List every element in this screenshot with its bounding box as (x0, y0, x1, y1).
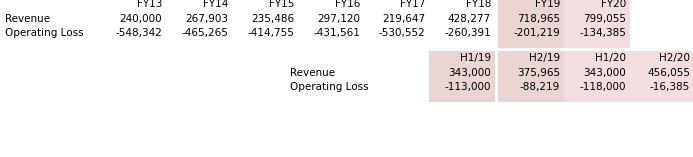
Bar (429, 51, 495, 102)
Bar (564, 0, 630, 48)
Text: H1/20: H1/20 (595, 53, 626, 63)
Text: -414,755: -414,755 (247, 28, 294, 38)
Text: -548,342: -548,342 (115, 28, 162, 38)
Text: Operating Loss: Operating Loss (5, 28, 84, 38)
Text: 297,120: 297,120 (317, 14, 360, 24)
Text: 219,647: 219,647 (382, 14, 425, 24)
Text: FY15: FY15 (269, 0, 294, 9)
Text: Revenue: Revenue (290, 68, 335, 78)
Text: FY19: FY19 (534, 0, 560, 9)
Text: 343,000: 343,000 (584, 68, 626, 78)
Text: 799,055: 799,055 (583, 14, 626, 24)
Text: -118,000: -118,000 (579, 82, 626, 92)
Bar (498, 51, 564, 102)
Text: -260,391: -260,391 (444, 28, 491, 38)
Text: -530,552: -530,552 (378, 28, 425, 38)
Text: H1/19: H1/19 (460, 53, 491, 63)
Text: 456,055: 456,055 (647, 68, 690, 78)
Text: 718,965: 718,965 (517, 14, 560, 24)
Text: H2/19: H2/19 (529, 53, 560, 63)
Text: Revenue: Revenue (5, 14, 50, 24)
Text: -113,000: -113,000 (444, 82, 491, 92)
Text: FY20: FY20 (601, 0, 626, 9)
Text: 240,000: 240,000 (119, 14, 162, 24)
Text: 235,486: 235,486 (251, 14, 294, 24)
Text: FY14: FY14 (202, 0, 228, 9)
Text: 267,903: 267,903 (185, 14, 228, 24)
Text: -465,265: -465,265 (181, 28, 228, 38)
Bar (498, 0, 564, 48)
Bar (564, 51, 630, 102)
Bar (628, 51, 693, 102)
Text: FY17: FY17 (400, 0, 425, 9)
Text: Operating Loss: Operating Loss (290, 82, 369, 92)
Text: FY18: FY18 (466, 0, 491, 9)
Text: -88,219: -88,219 (520, 82, 560, 92)
Text: -134,385: -134,385 (579, 28, 626, 38)
Text: -201,219: -201,219 (514, 28, 560, 38)
Text: 343,000: 343,000 (448, 68, 491, 78)
Text: -16,385: -16,385 (650, 82, 690, 92)
Text: FY16: FY16 (335, 0, 360, 9)
Text: 375,965: 375,965 (517, 68, 560, 78)
Text: 428,277: 428,277 (448, 14, 491, 24)
Text: -431,561: -431,561 (313, 28, 360, 38)
Text: H2/20: H2/20 (659, 53, 690, 63)
Text: FY13: FY13 (137, 0, 162, 9)
